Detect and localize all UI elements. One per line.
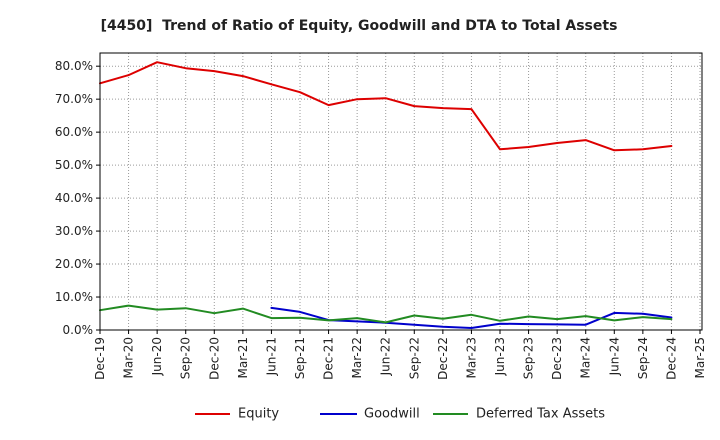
x-tick-label: Dec-20 xyxy=(207,337,221,380)
legend: Equity Goodwill Deferred Tax Assets xyxy=(195,407,605,422)
legend-label-goodwill: Goodwill xyxy=(364,407,420,422)
x-tick-label: Jun-20 xyxy=(150,337,164,376)
y-tick-label: 30.0% xyxy=(55,224,93,238)
legend-label-deferred-tax-assets: Deferred Tax Assets xyxy=(476,407,605,422)
x-axis: Dec-19 Mar-20 Jun-20 Sep-20 Dec-20 Mar-21 Jun-… xyxy=(93,330,707,380)
x-tick-label: Jun-21 xyxy=(264,337,278,376)
x-tick-label: Sep-22 xyxy=(407,337,421,379)
chart-title: [4450] Trend of Ratio of Equity, Goodwil… xyxy=(101,18,618,34)
plot-frame xyxy=(99,52,703,331)
x-tick-label: Mar-23 xyxy=(464,337,478,378)
y-tick-label: 50.0% xyxy=(55,158,93,172)
x-tick-label: Mar-25 xyxy=(693,337,707,378)
x-tick-label: Mar-22 xyxy=(350,337,364,378)
x-tick-label: Jun-24 xyxy=(607,337,621,376)
x-tick-label: Sep-21 xyxy=(293,337,307,379)
x-tick-label: Dec-24 xyxy=(664,337,678,380)
x-tick-label: Mar-20 xyxy=(122,337,136,378)
series-line-equity xyxy=(99,61,673,152)
y-tick-label: 80.0% xyxy=(55,59,93,73)
y-tick-label: 20.0% xyxy=(55,257,93,271)
x-tick-label: Dec-22 xyxy=(436,337,450,380)
x-tick-label: Jun-22 xyxy=(379,337,393,376)
x-tick-label: Sep-24 xyxy=(636,337,650,379)
legend-label-equity: Equity xyxy=(238,407,279,422)
x-tick-label: Sep-23 xyxy=(522,337,536,379)
x-tick-label: Mar-21 xyxy=(236,337,250,378)
x-tick-label: Dec-21 xyxy=(322,337,336,380)
y-axis: 0.0% 10.0% 20.0% 30.0% 40.0% 50.0% 60.0% 70.0% 8… xyxy=(55,59,100,337)
x-tick-label: Mar-24 xyxy=(579,337,593,378)
grid xyxy=(100,53,702,330)
y-tick-label: 70.0% xyxy=(55,92,93,106)
y-tick-label: 60.0% xyxy=(55,125,93,139)
x-tick-label: Sep-20 xyxy=(179,337,193,379)
x-tick-label: Jun-23 xyxy=(493,337,507,376)
series-lines xyxy=(99,61,673,329)
x-tick-label: Dec-23 xyxy=(550,337,564,380)
y-tick-label: 10.0% xyxy=(55,290,93,304)
series-line-deferred-tax-assets xyxy=(99,304,673,324)
y-tick-label: 0.0% xyxy=(63,323,94,337)
x-tick-label: Dec-19 xyxy=(93,337,107,380)
y-tick-label: 40.0% xyxy=(55,191,93,205)
